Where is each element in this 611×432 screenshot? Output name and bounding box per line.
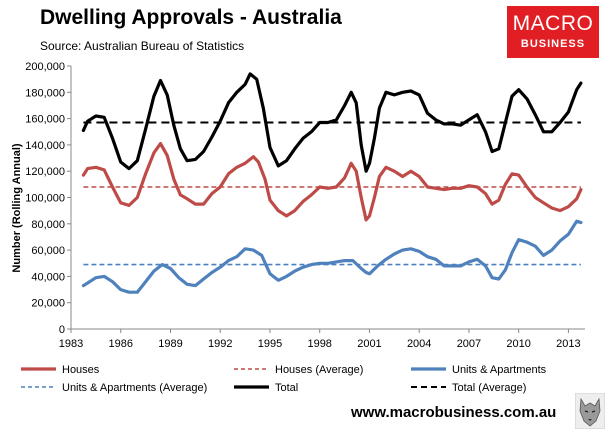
plot-area: 0 20,000 40,000 60,000 80,000 100,000 120,000 1… (25, 61, 585, 350)
legend-label: Units & Apartments (Average) (62, 382, 207, 394)
x-tick-label: 2010 (506, 338, 530, 350)
wolf-head-icon (575, 393, 605, 429)
chart-legend: Houses Houses (Average) Units & Apartments… (21, 364, 547, 394)
series-line-units-apartments (81, 219, 583, 294)
x-tick-label: 2013 (556, 338, 580, 350)
y-tick-label: 120,000 (25, 166, 65, 178)
legend-item-units-apartments: Units & Apartments (411, 364, 547, 376)
macro-business-logo: MACRO BUSINESS (507, 6, 599, 58)
website-url: www.macrobusiness.com.au (351, 404, 557, 421)
x-tick-label: 1989 (158, 338, 182, 350)
logo-line-1: MACRO (512, 12, 594, 35)
y-tick-label: 200,000 (25, 61, 65, 73)
y-tick-label: 20,000 (31, 298, 65, 310)
legend-item-units-apartments-average: Units & Apartments (Average) (21, 382, 207, 394)
y-tick-label: 100,000 (25, 193, 65, 205)
chart-source: Source: Australian Bureau of Statistics (40, 39, 245, 53)
y-tick-label: 140,000 (25, 140, 65, 152)
page-title: Dwelling Approvals - Australia (40, 6, 342, 29)
legend-item-total-average: Total (Average) (411, 382, 526, 394)
series-line-total (81, 72, 583, 173)
legend-item-total: Total (234, 382, 298, 394)
x-tick-label: 1983 (59, 338, 83, 350)
x-tick-label: 1992 (208, 338, 232, 350)
legend-label: Units & Apartments (452, 364, 547, 376)
y-tick-label: 0 (59, 324, 65, 336)
series-line-houses (81, 142, 583, 222)
x-tick-label: 1998 (307, 338, 331, 350)
x-tick-label: 1995 (258, 338, 282, 350)
legend-label: Houses (62, 364, 100, 376)
x-tick-label: 2004 (407, 338, 431, 350)
x-tick-label: 1986 (108, 338, 132, 350)
x-tick-label: 2001 (357, 338, 381, 350)
y-tick-label: 40,000 (31, 271, 65, 283)
legend-item-houses: Houses (21, 364, 100, 376)
y-tick-label: 180,000 (25, 87, 65, 99)
y-axis-label: Number (Rolling Annual) (11, 143, 23, 272)
legend-label: Houses (Average) (275, 364, 363, 376)
logo-line-2: BUSINESS (520, 38, 586, 50)
legend-label: Total (275, 382, 298, 394)
y-tick-label: 160,000 (25, 114, 65, 126)
x-tick-label: 2007 (457, 338, 481, 350)
y-tick-label: 80,000 (31, 219, 65, 231)
legend-item-houses-average: Houses (Average) (234, 364, 363, 376)
y-tick-label: 60,000 (31, 245, 65, 257)
legend-label: Total (Average) (452, 382, 526, 394)
